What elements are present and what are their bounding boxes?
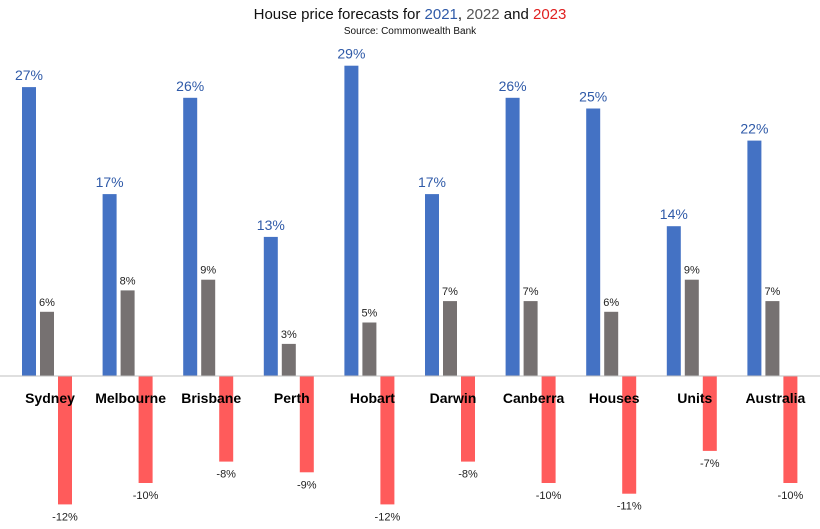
- title-separator-1: ,: [457, 6, 467, 23]
- bar-2021-houses: [586, 108, 601, 376]
- data-label-2023-canberra: -10%: [536, 490, 562, 502]
- title-year-2022: 2022: [466, 6, 500, 23]
- bar-2022-houses: [604, 311, 619, 376]
- data-label-2022-darwin: 7%: [442, 286, 458, 298]
- bar-2021-darwin: [425, 194, 439, 376]
- bars-group: [22, 65, 798, 505]
- bar-2023-houses: [622, 376, 637, 494]
- category-label-brisbane: Brisbane: [181, 390, 241, 406]
- bar-2021-perth: [263, 236, 278, 376]
- data-label-2022-sydney: 6%: [39, 297, 55, 309]
- bar-2021-melbourne: [102, 194, 117, 376]
- bar-2022-units: [684, 279, 699, 376]
- data-label-2023-darwin: -8%: [458, 469, 478, 481]
- chart-title: House price forecasts for 2021, 2022 and…: [0, 6, 820, 23]
- bar-2022-canberra: [523, 301, 538, 376]
- data-label-2023-houses: -11%: [617, 501, 642, 513]
- data-label-2022-hobart: 5%: [361, 308, 377, 320]
- category-label-canberra: Canberra: [503, 390, 565, 406]
- data-label-2022-australia: 7%: [764, 286, 780, 298]
- bar-2021-units: [666, 226, 681, 376]
- data-label-2023-hobart: -12%: [375, 511, 401, 523]
- category-label-australia: Australia: [745, 390, 805, 406]
- bar-2022-melbourne: [120, 290, 135, 376]
- data-label-2021-canberra: 26%: [499, 78, 527, 94]
- bar-2023-australia: [783, 376, 798, 483]
- title-year-2021: 2021: [424, 6, 458, 23]
- data-label-2021-perth: 13%: [257, 217, 285, 233]
- data-label-2023-australia: -10%: [778, 490, 804, 502]
- data-label-2023-sydney: -12%: [52, 511, 78, 523]
- bar-2021-hobart: [344, 65, 359, 376]
- data-label-2021-brisbane: 26%: [176, 78, 204, 94]
- bar-2022-australia: [765, 301, 780, 376]
- bar-2022-hobart: [362, 322, 377, 376]
- data-label-2021-darwin: 17%: [418, 174, 446, 190]
- data-label-2023-brisbane: -8%: [216, 469, 236, 481]
- bar-2021-brisbane: [183, 97, 198, 377]
- category-label-hobart: Hobart: [350, 390, 395, 406]
- bar-2023-perth: [299, 376, 314, 473]
- category-label-darwin: Darwin: [430, 390, 477, 406]
- bar-2023-canberra: [541, 376, 556, 483]
- bar-2021-sydney: [22, 87, 36, 376]
- title-prefix: House price forecasts for: [253, 6, 425, 23]
- data-label-2022-canberra: 7%: [523, 286, 539, 298]
- data-label-2021-units: 14%: [660, 206, 688, 222]
- data-label-2021-hobart: 29%: [337, 46, 365, 62]
- category-label-sydney: Sydney: [25, 390, 75, 406]
- category-label-units: Units: [677, 390, 712, 406]
- bar-2022-brisbane: [201, 279, 216, 376]
- bar-2022-darwin: [443, 301, 457, 376]
- bar-2023-sydney: [58, 376, 72, 505]
- data-label-2022-brisbane: 9%: [200, 265, 216, 277]
- category-label-houses: Houses: [589, 390, 640, 406]
- data-label-2022-melbourne: 8%: [120, 275, 136, 287]
- title-separator-2: and: [499, 6, 533, 23]
- bar-2023-brisbane: [219, 376, 234, 462]
- data-label-2022-houses: 6%: [603, 297, 619, 309]
- data-label-2021-houses: 25%: [579, 89, 607, 105]
- category-label-perth: Perth: [274, 390, 310, 406]
- bar-2023-units: [702, 376, 717, 451]
- category-label-melbourne: Melbourne: [95, 390, 166, 406]
- data-label-2021-melbourne: 17%: [96, 174, 124, 190]
- data-label-2021-australia: 22%: [740, 121, 768, 137]
- data-label-2021-sydney: 27%: [15, 67, 43, 83]
- data-label-2023-units: -7%: [700, 458, 720, 470]
- bar-2022-perth: [281, 343, 296, 376]
- bar-2021-australia: [747, 140, 762, 376]
- data-label-2023-melbourne: -10%: [133, 490, 159, 502]
- data-label-2022-units: 9%: [684, 265, 700, 277]
- chart-subtitle: Source: Commonwealth Bank: [343, 26, 477, 37]
- data-label-2022-perth: 3%: [281, 329, 297, 341]
- data-label-2023-perth: -9%: [297, 479, 317, 491]
- bar-2023-hobart: [380, 376, 395, 505]
- bar-2021-canberra: [505, 97, 520, 377]
- labels-group: 27% 6% -12% Sydney 17% 8% -10% Melbourne 26% 9% -8…: [15, 46, 806, 524]
- bar-2023-darwin: [461, 376, 475, 462]
- title-year-2023: 2023: [533, 6, 567, 23]
- bar-2022-sydney: [40, 311, 54, 376]
- bar-2023-melbourne: [138, 376, 153, 483]
